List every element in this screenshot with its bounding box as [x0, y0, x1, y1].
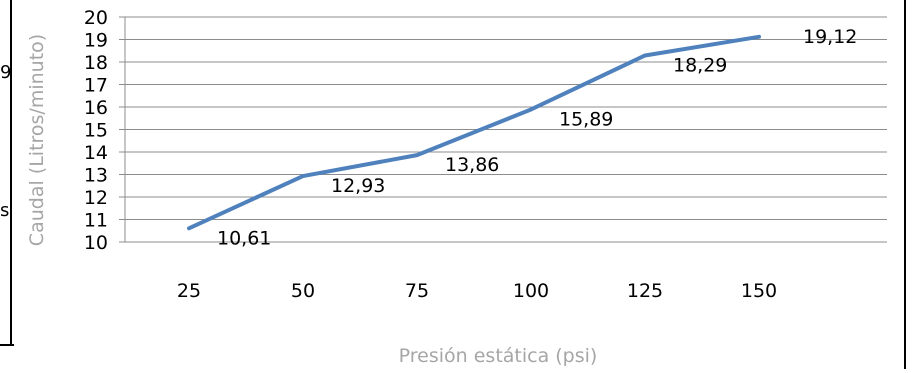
bottom-left-rule [0, 344, 14, 346]
x-tick-label: 150 [741, 280, 777, 302]
y-tick-label: 17 [84, 75, 108, 97]
data-label: 15,89 [559, 108, 613, 130]
left-cut-text-1: 9 [0, 62, 11, 83]
y-tick-label: 16 [84, 97, 108, 119]
right-page-border [904, 0, 906, 369]
y-tick-label: 19 [84, 30, 108, 52]
x-tick-label: 25 [177, 280, 201, 302]
y-tick-label: 10 [84, 232, 108, 254]
y-tick-label: 18 [84, 52, 108, 74]
y-tick-label: 12 [84, 187, 108, 209]
y-tick-label: 14 [84, 142, 108, 164]
x-tick-label: 75 [405, 280, 429, 302]
data-label: 10,61 [217, 227, 271, 249]
y-axis-title: Caudal (Litros/minuto) [26, 34, 48, 246]
y-tick-label: 15 [84, 120, 108, 142]
y-tick-label: 13 [84, 165, 108, 187]
x-tick-labels: 25 50 75 100 125 150 [177, 280, 777, 302]
x-tick-label: 100 [513, 280, 549, 302]
y-tick-label: 20 [84, 7, 108, 29]
data-label: 12,93 [331, 175, 385, 197]
data-label: 19,12 [803, 26, 857, 48]
data-labels: 10,61 12,93 13,86 15,89 18,29 19,12 [217, 26, 857, 249]
y-tick-label: 11 [84, 210, 108, 232]
data-label: 13,86 [445, 154, 499, 176]
x-tick-label: 50 [291, 280, 315, 302]
left-cut-text-2: s [0, 200, 9, 221]
x-tick-label: 125 [627, 280, 663, 302]
data-label: 18,29 [673, 54, 727, 76]
x-axis-title: Presión estática (psi) [399, 345, 598, 367]
left-page-border [0, 0, 12, 344]
